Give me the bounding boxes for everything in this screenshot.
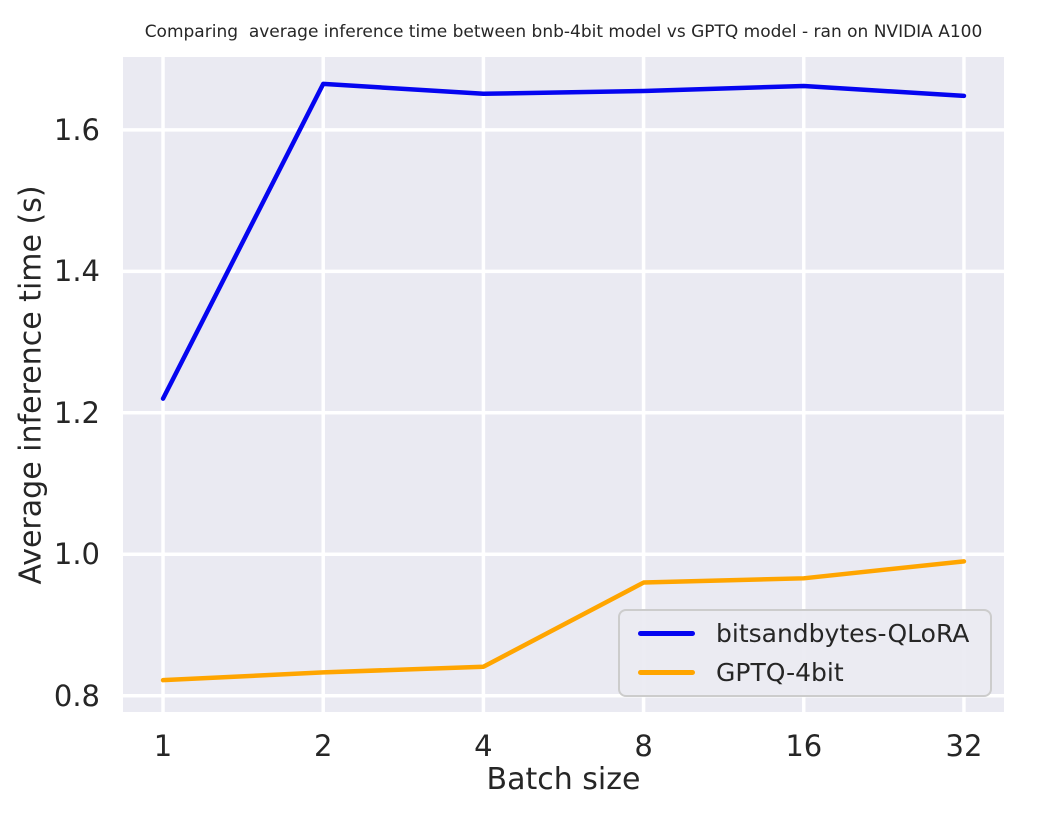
legend-label: GPTQ-4bit (716, 658, 844, 687)
legend-label: bitsandbytes-QLoRA (716, 619, 970, 648)
y-axis-label: Average inference time (s) (13, 185, 49, 585)
x-axis-label: Batch size (486, 762, 641, 797)
x-tick-label: 2 (313, 729, 333, 763)
series-line-GPTQ-4bit (160, 559, 967, 683)
x-tick-label: 1 (153, 729, 173, 763)
y-tick-label: 1.4 (53, 254, 100, 289)
y-tick-label: 1.6 (53, 112, 100, 147)
x-tick-label: 8 (634, 729, 653, 763)
x-tick-label: 32 (945, 729, 983, 763)
legend-item: bitsandbytes-QLoRA (630, 614, 980, 653)
y-tick-label: 1.0 (53, 537, 100, 572)
legend-line-sample (638, 631, 695, 636)
gridlines (123, 57, 1004, 712)
legend: bitsandbytes-QLoRA GPTQ-4bit (618, 609, 992, 697)
x-tick-label: 4 (474, 729, 493, 763)
series-line-bitsandbytes-QLoRA (160, 81, 967, 401)
plot-background (123, 57, 1004, 712)
x-tick-label: 16 (785, 729, 823, 763)
y-tick-label: 0.8 (53, 678, 100, 713)
legend-item: GPTQ-4bit (630, 653, 980, 692)
y-tick-label: 1.2 (53, 395, 100, 430)
legend-line-sample (638, 670, 695, 675)
chart-title: Comparing average inference time between… (144, 22, 983, 42)
